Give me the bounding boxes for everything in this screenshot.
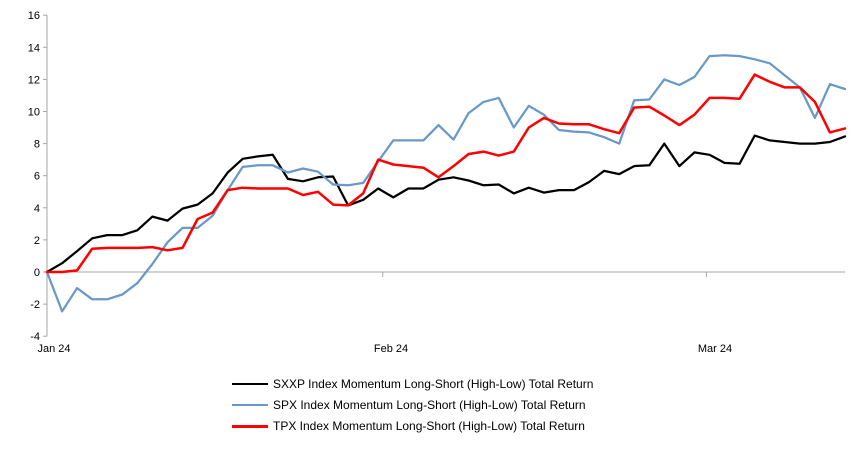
tpx-line-swatch-icon xyxy=(232,424,268,428)
y-tick-label: 14 xyxy=(28,42,40,54)
legend-item-sxxp: SXXP Index Momentum Long-Short (High-Low… xyxy=(232,377,593,391)
legend-label-tpx: TPX Index Momentum Long-Short (High-Low)… xyxy=(273,419,585,433)
legend-item-spx: SPX Index Momentum Long-Short (High-Low)… xyxy=(232,398,593,412)
x-tick-label: Mar 24 xyxy=(698,343,732,355)
y-tick-label: 0 xyxy=(34,267,40,279)
y-tick-label: 2 xyxy=(34,235,40,247)
spx-series-line xyxy=(45,54,847,313)
sxxp-series-line xyxy=(45,134,847,274)
x-tick-label: Feb 24 xyxy=(374,343,408,355)
y-tick-label: 16 xyxy=(28,10,40,22)
legend-label-spx: SPX Index Momentum Long-Short (High-Low)… xyxy=(273,398,586,412)
tpx-series-line xyxy=(45,73,847,274)
y-tick-label: 6 xyxy=(34,171,40,183)
x-tick-label: Jan 24 xyxy=(37,343,70,355)
y-tick-label: 4 xyxy=(34,203,40,215)
spx-line-swatch-icon xyxy=(232,404,268,406)
y-tick-label: 12 xyxy=(28,74,40,86)
y-tick-label: -4 xyxy=(30,331,40,343)
legend-label-sxxp: SXXP Index Momentum Long-Short (High-Low… xyxy=(273,377,594,391)
chart-legend: SXXP Index Momentum Long-Short (High-Low… xyxy=(232,377,593,433)
y-tick-label: 10 xyxy=(28,107,40,119)
legend-item-tpx: TPX Index Momentum Long-Short (High-Low)… xyxy=(232,419,593,433)
sxxp-line-swatch-icon xyxy=(232,383,268,385)
y-tick-label: 8 xyxy=(34,139,40,151)
y-tick-label: -2 xyxy=(30,299,40,311)
